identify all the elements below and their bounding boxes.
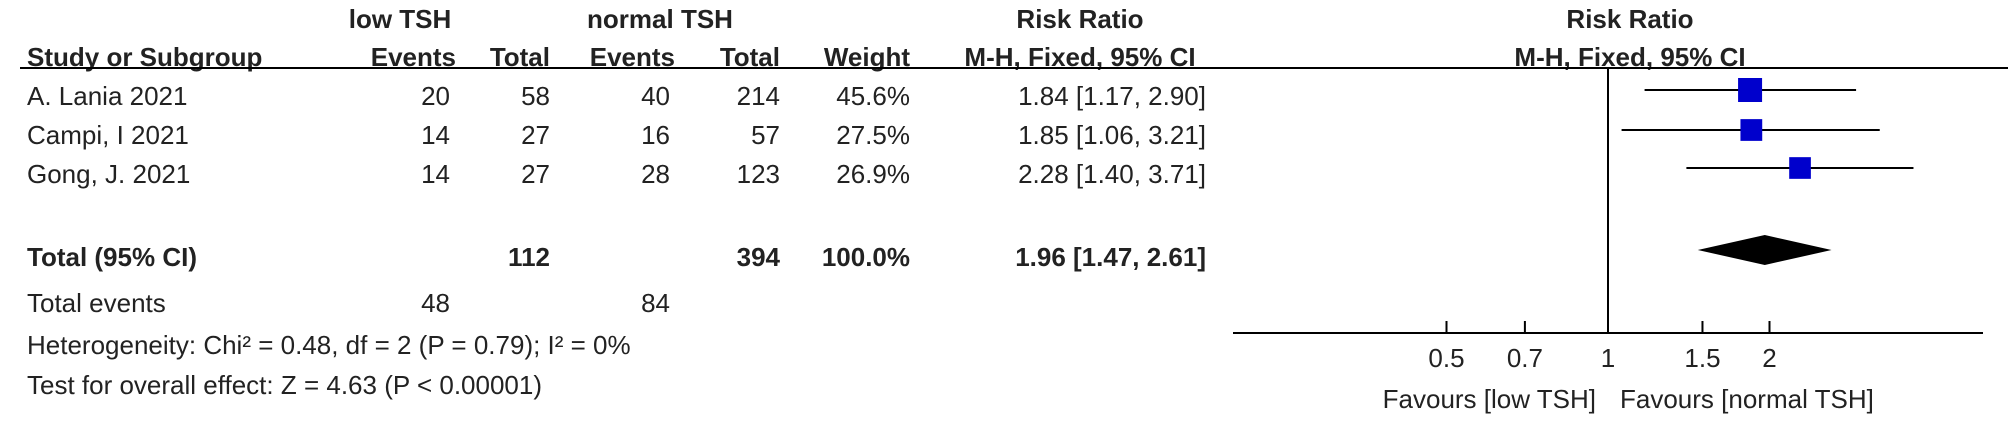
study-square-marker: [1740, 119, 1763, 141]
events1-cell: 14: [421, 120, 450, 150]
pooled-diamond: [1697, 235, 1832, 265]
x-tick-label: 0.5: [1428, 343, 1464, 373]
study-name: A. Lania 2021: [27, 81, 188, 111]
weight-cell: 26.9%: [836, 159, 910, 189]
total2-sum: 394: [736, 242, 780, 272]
risk-ratio-header-right: Risk Ratio: [1566, 4, 1694, 34]
total-ci: 1.96 [1.47, 2.61]: [1015, 242, 1206, 272]
weight-cell: 27.5%: [836, 120, 910, 150]
ci-cell: 2.28 [1.40, 3.71]: [1018, 159, 1206, 189]
events2-cell: 16: [641, 120, 670, 150]
study-square-marker: [1789, 157, 1811, 179]
total1-cell: 58: [521, 81, 550, 111]
total2-cell: 214: [736, 81, 780, 111]
total2-cell: 57: [751, 120, 780, 150]
total-weight: 100.0%: [821, 242, 910, 272]
group2-header: normal TSH: [587, 4, 733, 34]
events2-cell: 40: [641, 81, 670, 111]
ci-cell: 1.85 [1.06, 3.21]: [1018, 120, 1206, 150]
total-events2: 84: [641, 288, 670, 318]
x-tick-label: 2: [1762, 343, 1776, 373]
ci-cell: 1.84 [1.17, 2.90]: [1018, 81, 1206, 111]
events2-cell: 28: [641, 159, 670, 189]
weight-cell: 45.6%: [836, 81, 910, 111]
study-square-marker: [1738, 78, 1763, 102]
total1-sum: 112: [508, 242, 550, 272]
total-events1: 48: [421, 288, 450, 318]
events1-cell: 20: [421, 81, 450, 111]
events1-cell: 14: [421, 159, 450, 189]
x-tick-label: 0.7: [1507, 343, 1543, 373]
x-tick-label: 1: [1601, 343, 1615, 373]
group1-header: low TSH: [348, 4, 452, 34]
study-name: Campi, I 2021: [27, 120, 189, 150]
total-events-label: Total events: [27, 288, 166, 318]
total1-cell: 27: [521, 159, 550, 189]
favours-right-label: Favours [normal TSH]: [1620, 384, 1874, 414]
total2-cell: 123: [736, 159, 780, 189]
overall-effect-text: Test for overall effect: Z = 4.63 (P < 0…: [27, 370, 542, 400]
x-tick-label: 1.5: [1684, 343, 1720, 373]
heterogeneity-text: Heterogeneity: Chi² = 0.48, df = 2 (P = …: [27, 330, 631, 360]
risk-ratio-header-left: Risk Ratio: [1016, 4, 1144, 34]
favours-left-label: Favours [low TSH]: [1383, 384, 1596, 414]
total1-cell: 27: [521, 120, 550, 150]
study-name: Gong, J. 2021: [27, 159, 191, 189]
total-label: Total (95% CI): [27, 242, 197, 272]
